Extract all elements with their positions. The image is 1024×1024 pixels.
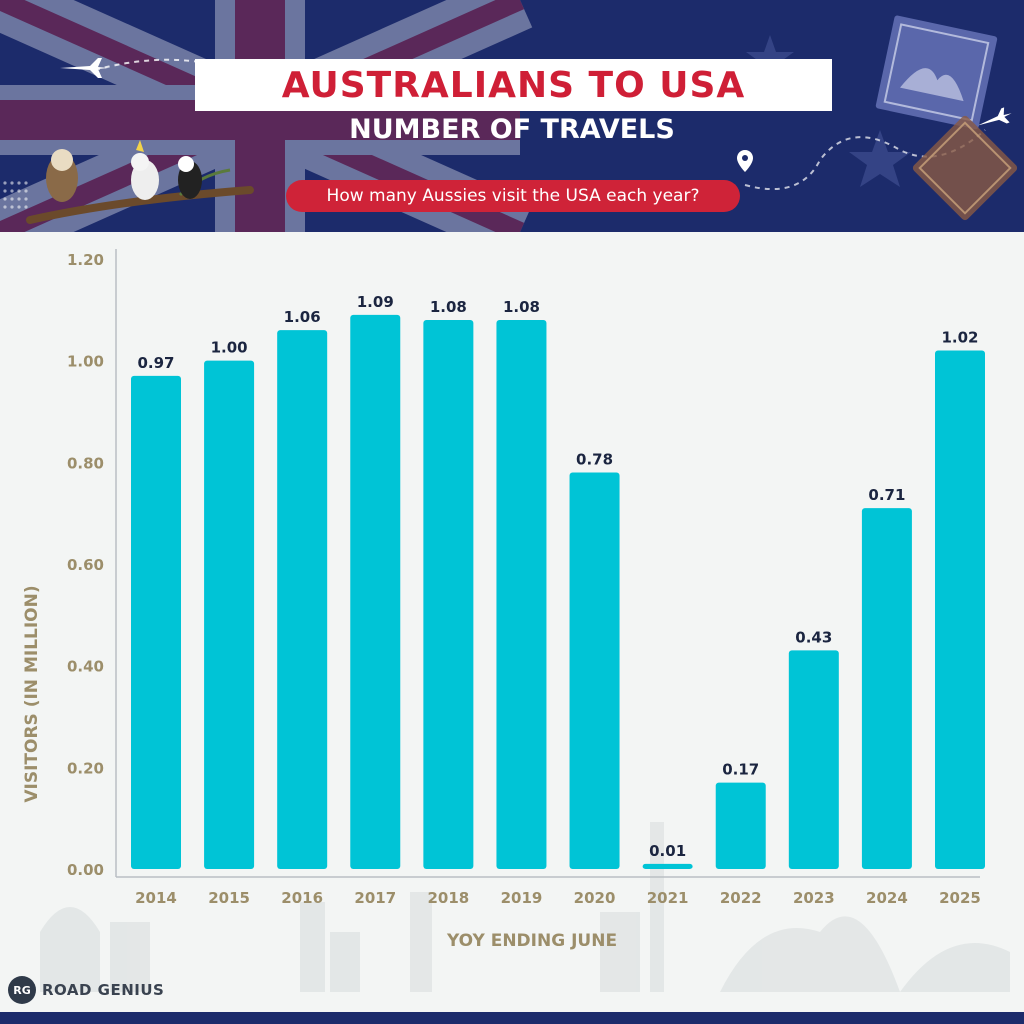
y-tick-label: 1.00: [67, 353, 104, 371]
y-axis-title: VISITORS (IN MILLION): [22, 585, 42, 802]
y-tick-label: 0.60: [67, 556, 104, 574]
x-tick-label-2016: 2016: [281, 889, 323, 907]
y-tick-label: 1.20: [67, 251, 104, 269]
x-axis-title: YOY ENDING JUNE: [446, 931, 617, 951]
bar-2015: [204, 360, 255, 869]
title-box: AUSTRALIANS TO USA: [195, 59, 832, 111]
x-tick-label-2024: 2024: [866, 889, 908, 907]
bar-2024: [861, 508, 912, 869]
bar-2017: [350, 314, 401, 870]
x-tick-label-2014: 2014: [135, 889, 177, 907]
value-label-2017: 1.09: [357, 293, 394, 311]
bar-2022: [715, 782, 766, 869]
bar-2019: [496, 320, 547, 869]
value-label-2019: 1.08: [503, 298, 540, 316]
value-label-2020: 0.78: [576, 451, 613, 469]
footer-bar: [0, 1012, 1024, 1024]
brand-logo: RG ROAD GENIUS: [8, 976, 164, 1004]
x-tick-label-2017: 2017: [354, 889, 396, 907]
bar-2023: [788, 650, 839, 869]
bar-2014: [131, 375, 181, 869]
question-badge: How many Aussies visit the USA each year…: [286, 180, 740, 212]
x-tick-label-2018: 2018: [427, 889, 469, 907]
chart-area: 0.00 0.20 0.40 0.60 0.80 1.00 1.20 0.97 2014 1.0…: [0, 232, 1024, 1012]
x-tick-label-2023: 2023: [793, 889, 835, 907]
y-tick-label: 0.00: [67, 861, 104, 879]
value-label-2023: 0.43: [795, 628, 832, 646]
y-tick-label: 0.40: [67, 658, 104, 676]
brand-name: ROAD GENIUS: [42, 981, 165, 999]
value-label-2022: 0.17: [722, 761, 759, 779]
bar-2018: [423, 320, 474, 869]
value-label-2024: 0.71: [868, 486, 905, 504]
x-tick-label-2022: 2022: [720, 889, 762, 907]
plane-icon: [977, 107, 1012, 126]
y-tick-label: 0.20: [67, 759, 104, 777]
value-label-2018: 1.08: [430, 298, 467, 316]
x-tick-label-2020: 2020: [574, 889, 616, 907]
chart-title: AUSTRALIANS TO USA: [281, 64, 746, 106]
value-label-2025: 1.02: [941, 329, 978, 347]
x-tick-label-2019: 2019: [501, 889, 543, 907]
bar-2025: [935, 350, 985, 869]
x-tick-label-2025: 2025: [939, 889, 981, 907]
value-label-2014: 0.97: [137, 354, 174, 372]
header-banner: AUSTRALIANS TO USA NUMBER OF TRAVELS How…: [0, 0, 1024, 232]
kangaroo-sign-icon: [912, 115, 1018, 221]
brand-badge: RG: [8, 976, 36, 1004]
plane-icon: [60, 58, 108, 78]
bar-2021: [642, 863, 693, 869]
value-label-2021: 0.01: [649, 842, 686, 860]
bar-2020: [569, 472, 620, 869]
x-tick-label-2021: 2021: [647, 889, 689, 907]
skyline-watermark: [40, 822, 1010, 992]
chart-subtitle: NUMBER OF TRAVELS: [349, 114, 675, 145]
value-label-2015: 1.00: [211, 339, 248, 357]
bar-chart: 0.00 0.20 0.40 0.60 0.80 1.00 1.20 0.97 2014 1.0…: [22, 249, 1010, 992]
bar-2016: [277, 330, 328, 870]
location-pin-icon: [737, 150, 753, 172]
birds-on-branch-icon: [26, 140, 254, 224]
stamp-icon: [875, 15, 998, 130]
value-label-2016: 1.06: [284, 308, 321, 326]
x-tick-label-2015: 2015: [208, 889, 250, 907]
y-tick-label: 0.80: [67, 454, 104, 472]
